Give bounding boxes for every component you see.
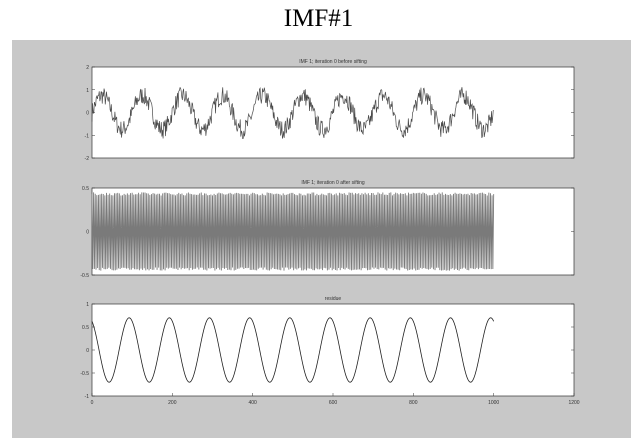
y-tick-label: 1 — [86, 88, 89, 94]
subplot-1: IMF 1; iteration 0 before sifting -2 -1 0 1 2 — [85, 59, 575, 162]
subplots-canvas: IMF 1; iteration 0 before sifting-2-1012… — [80, 59, 579, 406]
x-tick-label: 400 — [248, 400, 257, 406]
y-tick-label: -0.5 — [80, 273, 89, 279]
y-tick-label: 0 — [86, 111, 89, 117]
subplot-title: IMF 1; iteration 0 after sifting — [301, 180, 365, 186]
plot-area — [91, 66, 575, 159]
y-tick-label: -1 — [85, 133, 90, 139]
y-tick-label: 1 — [86, 302, 89, 308]
y-tick-label: 0.5 — [82, 325, 89, 331]
y-tick-label: 0.5 — [82, 186, 89, 192]
x-tick-label: 1200 — [568, 400, 579, 406]
y-tick-label: 2 — [86, 65, 89, 71]
x-tick-label: 800 — [409, 400, 418, 406]
subplot-2: IMF 1; iteration 0 after sifting -0.5 0 0.5 — [80, 180, 575, 279]
series-line — [91, 192, 495, 271]
y-tick-label: -2 — [85, 156, 90, 162]
page-title: IMF#1 — [283, 5, 354, 32]
subplot-3: residue -1 -0.5 0 0.5 1 0 200 400 600 800 1000 1200 — [80, 296, 579, 406]
x-tick-label: 1000 — [488, 400, 499, 406]
x-tick-label: 200 — [168, 400, 177, 406]
y-tick-label: -1 — [85, 394, 90, 400]
plot-area — [91, 303, 575, 397]
y-tick-label: -0.5 — [80, 371, 89, 377]
series-line — [91, 87, 494, 140]
subplot-title: residue — [325, 296, 342, 302]
y-tick-label: 0 — [86, 348, 89, 354]
subplot-title: IMF 1; iteration 0 before sifting — [299, 59, 367, 65]
x-tick-label: 600 — [329, 400, 338, 406]
series-line — [91, 317, 495, 383]
y-tick-label: 0 — [86, 230, 89, 236]
figure-panel: IMF 1; iteration 0 before sifting -2 -1 0 1 2… — [12, 40, 631, 438]
x-tick-label: 0 — [91, 400, 94, 406]
